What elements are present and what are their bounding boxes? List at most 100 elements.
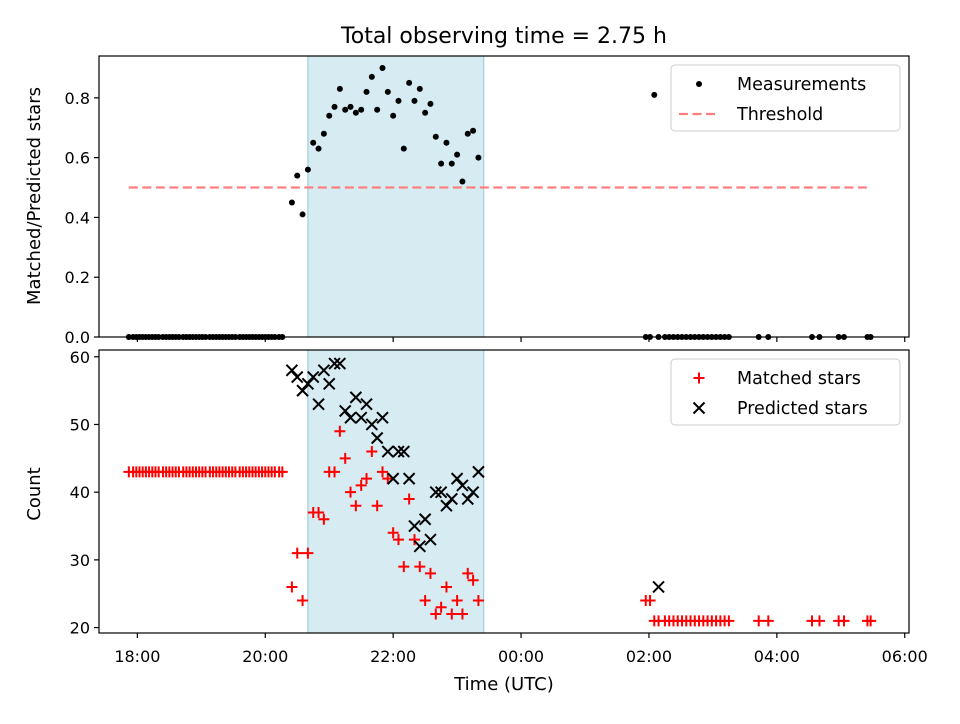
y-tick-label: 0.2 (65, 268, 90, 287)
y-tick-label: 60 (70, 348, 90, 367)
matched-point (440, 581, 452, 593)
matched-point (291, 547, 303, 559)
y-tick-label: 40 (70, 483, 90, 502)
legend-label: Matched stars (737, 369, 861, 389)
predicted-point (652, 580, 665, 594)
legend-marker (693, 372, 705, 384)
legend-label: Predicted stars (737, 399, 868, 419)
matched-point (286, 581, 298, 593)
predicted-point (413, 540, 427, 553)
measurement-point (464, 130, 471, 137)
predicted-point (301, 377, 315, 391)
predicted-point (360, 397, 373, 411)
measurement-point (427, 100, 434, 107)
predicted-point (307, 370, 320, 384)
measurement-point (288, 199, 295, 206)
matched-point (813, 615, 825, 627)
measurement-point (411, 97, 418, 104)
x-tick-label: 00:00 (498, 647, 544, 666)
predicted-point (370, 431, 384, 445)
matched-point (371, 500, 383, 512)
matched-point (392, 534, 404, 546)
bottom-observing-window (307, 349, 485, 634)
x-tick-label: 06:00 (882, 647, 928, 666)
legend-marker (692, 401, 706, 415)
x-axis-label: Time (UTC) (453, 674, 554, 695)
predicted-point (434, 485, 448, 499)
predicted-point (461, 492, 474, 506)
matched-point (339, 452, 351, 464)
predicted-point (381, 445, 395, 458)
matched-point (753, 615, 765, 627)
y-tick-label: 50 (70, 415, 90, 434)
bottom-series-matched-stars (123, 425, 877, 627)
measurement-point (384, 88, 391, 95)
matched-point (350, 500, 362, 512)
top-legend: Measurements Threshold (670, 64, 901, 132)
bottom-legend: Matched stars Predicted stars (670, 358, 901, 426)
measurement-point (374, 106, 381, 113)
matched-point (467, 574, 479, 586)
matched-point (361, 473, 373, 485)
measurement-point (320, 130, 327, 137)
predicted-point (440, 499, 453, 512)
predicted-point (333, 357, 347, 370)
matched-point (472, 595, 484, 607)
measurement-point (470, 127, 477, 134)
measurement-point (390, 112, 397, 119)
predicted-point (291, 370, 304, 384)
measurement-point (358, 106, 365, 113)
predicted-point (285, 364, 299, 377)
measurement-point (310, 139, 317, 146)
measurement-point (395, 97, 402, 104)
measurement-point (347, 103, 354, 110)
matched-point (424, 567, 436, 579)
measurement-point (363, 88, 370, 95)
matched-point (435, 601, 447, 613)
matched-point (408, 534, 420, 546)
predicted-point (418, 513, 432, 526)
predicted-point (456, 479, 469, 492)
predicted-point (323, 377, 336, 391)
predicted-point (466, 485, 480, 499)
predicted-point (354, 411, 368, 424)
matched-point (430, 608, 442, 620)
y-tick-label: 0.8 (65, 89, 90, 108)
measurement-point (342, 106, 349, 113)
predicted-point (397, 445, 411, 458)
measurement-point (304, 166, 311, 173)
matched-point (302, 547, 314, 559)
matched-point (403, 493, 415, 505)
matched-point (419, 595, 431, 607)
matched-point (414, 561, 426, 573)
matched-point (446, 608, 458, 620)
measurement-point (438, 160, 445, 167)
bottom-series-predicted-stars (285, 357, 665, 594)
matched-point (462, 567, 474, 579)
predicted-point (376, 411, 389, 424)
predicted-point (344, 411, 357, 424)
predicted-point (365, 418, 379, 431)
measurement-point (326, 112, 333, 119)
predicted-point (424, 533, 437, 546)
top-axes-frame (98, 55, 910, 338)
matched-point (644, 595, 656, 607)
x-tick-label: 22:00 (370, 647, 416, 666)
matched-point (865, 615, 877, 627)
measurement-point (379, 64, 386, 71)
measurement-point (336, 85, 343, 92)
measurement-point (416, 85, 423, 92)
predicted-point (296, 384, 309, 397)
measurement-point (422, 109, 429, 116)
matched-point (451, 595, 463, 607)
bottom-axes-frame (98, 349, 910, 634)
x-tick-label: 20:00 (242, 647, 288, 666)
predicted-point (349, 391, 363, 404)
measurement-point (352, 109, 359, 116)
measurement-point (400, 145, 407, 152)
x-tick-label: 02:00 (626, 647, 672, 666)
y-tick-label: 0.4 (65, 208, 90, 227)
measurement-point (299, 211, 306, 218)
y-tick-label: 20 (70, 619, 90, 638)
